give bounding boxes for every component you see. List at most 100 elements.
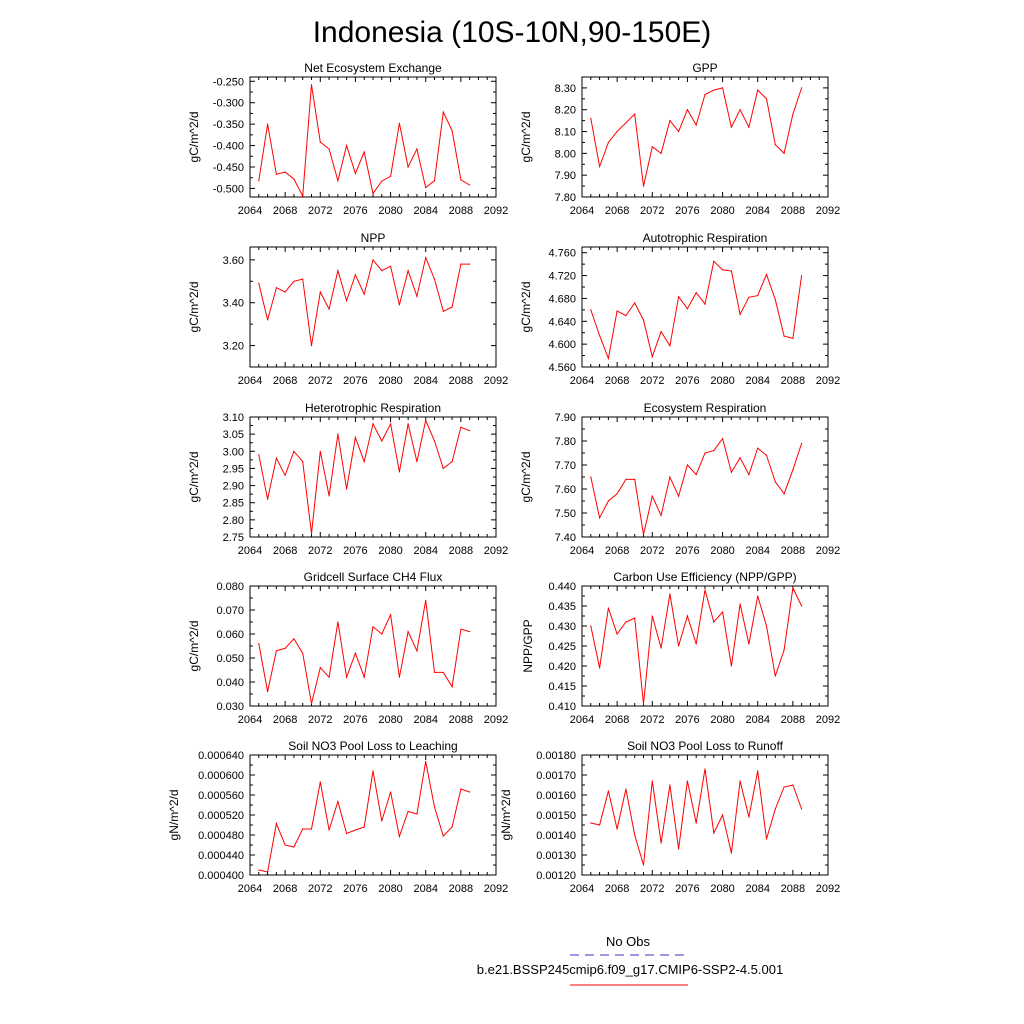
data-point [451,686,453,688]
x-tick-label: 2076 [675,714,699,726]
y-tick-label: 2.75 [223,532,244,544]
data-point [739,313,741,315]
data-point [346,676,348,678]
data-point [328,829,330,831]
data-point [363,293,365,295]
data-point [739,109,741,111]
chart-panel: Autotrophic Respiration gC/m^2/d 2064 2068 2… [519,231,840,387]
data-point [469,430,471,432]
data-point [451,130,453,132]
data-point [651,780,653,782]
x-tick-label: 2076 [675,883,699,895]
data-point [284,844,286,846]
y-tick-label: 0.070 [216,605,244,617]
x-tick-label: 2084 [745,375,769,387]
data-point [372,423,374,425]
x-tick-label: 2072 [640,375,664,387]
data-point [748,126,750,128]
data-point [354,652,356,654]
x-tick-label: 2084 [413,545,437,557]
x-tick-label: 2076 [343,883,367,895]
data-point [642,864,645,866]
data-point [642,534,645,536]
y-tick-label: 0.000560 [198,790,244,802]
data-point [616,310,618,312]
y-tick-label: 0.000480 [198,830,244,842]
data-point [390,614,392,616]
data-point [669,120,671,122]
y-tick-label: 0.435 [548,601,576,613]
data-point [669,593,671,595]
data-point [310,533,313,535]
x-tick-label: 2064 [570,375,594,387]
y-tick-label: 4.600 [548,339,576,351]
data-point [616,130,618,133]
y-tick-label: 2.85 [223,498,244,510]
y-tick-label: 0.425 [548,641,576,653]
panel-title: NPP [361,231,386,245]
data-point [625,478,627,480]
data-point [686,464,689,466]
data-point [739,603,741,605]
data-point [258,643,260,645]
data-point [651,146,653,148]
data-point [678,495,680,497]
data-point [469,184,471,186]
data-point [319,291,321,293]
data-point [616,633,618,635]
data-point [398,471,400,473]
series-line [590,260,803,361]
data-point [801,605,803,607]
x-tick-label: 2068 [605,375,629,387]
y-tick-label: 0.440 [548,581,576,593]
x-tick-label: 2080 [710,375,734,387]
plot-frame [249,76,497,198]
y-tick-label: 0.00130 [536,850,576,862]
y-axis-label: gC/m^2/d [187,112,201,163]
x-tick-label: 2088 [781,714,805,726]
data-point [792,113,794,115]
x-tick-label: 2088 [781,375,805,387]
data-point [783,335,785,337]
y-tick-label: 2.90 [223,481,244,493]
x-tick-label: 2088 [781,205,805,217]
data-point [669,345,671,347]
data-point [293,450,295,452]
y-tick-label: 0.420 [548,661,576,673]
data-point [433,278,436,280]
legend-model-label: b.e21.BSSP245cmip6.f09_g17.CMIP6-SSP2-4.… [477,962,783,977]
data-point [425,257,427,259]
x-tick-label: 2068 [605,883,629,895]
data-point [757,89,759,91]
y-tick-label: 0.00120 [536,870,576,882]
data-point [319,141,321,143]
data-point [310,345,313,347]
x-tick-label: 2080 [710,205,734,217]
data-point [346,300,348,302]
data-point [616,828,618,830]
x-tick-label: 2068 [273,883,297,895]
data-point [416,650,418,652]
x-tick-label: 2084 [413,375,437,387]
data-point [284,291,286,293]
data-point [372,626,374,628]
chart-panel: Carbon Use Efficiency (NPP/GPP) NPP/GPP 20… [521,570,840,726]
y-tick-label: 0.060 [216,629,244,641]
data-point [319,781,321,783]
x-tick-label: 2092 [816,883,840,895]
x-tick-label: 2092 [484,714,508,726]
y-tick-label: 8.30 [555,83,576,95]
y-tick-label: 0.00150 [536,810,576,822]
x-tick-label: 2088 [449,883,473,895]
x-tick-label: 2076 [343,375,367,387]
y-tick-label: 0.00160 [536,790,576,802]
y-axis-label: gC/m^2/d [187,282,201,333]
data-point [310,703,313,705]
x-tick-label: 2088 [449,545,473,557]
data-point [642,185,645,187]
data-point [354,274,356,276]
data-point [686,109,689,111]
chart-panel: Ecosystem Respiration gC/m^2/d 2064 2068 207… [519,401,840,557]
data-point [302,278,304,280]
data-point [337,270,339,272]
